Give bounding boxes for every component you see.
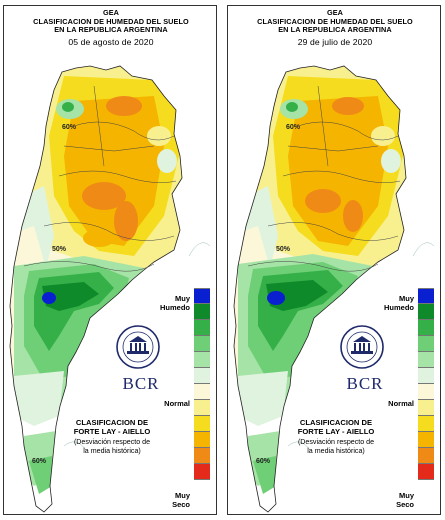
map-header: GEA CLASIFICACION DE HUMEDAD DEL SUELO E… — [4, 8, 216, 48]
map-title-line-2: EN LA REPUBLICA ARGENTINA — [54, 25, 168, 35]
legend-swatch — [418, 416, 434, 432]
bcr-logo-text: BCR — [122, 374, 160, 393]
legend-swatch — [194, 288, 210, 304]
legend-swatch — [194, 464, 210, 480]
map-header: GEA CLASIFICACION DE HUMEDAD DEL SUELO E… — [228, 8, 440, 48]
legend-label-normal: Normal — [164, 399, 190, 408]
classification-description: (Desviación respecto de la media históri… — [73, 438, 151, 455]
argentina-moisture-map — [233, 65, 435, 513]
legend-swatch — [194, 320, 210, 336]
org-label: GEA — [102, 8, 120, 17]
isoline-label: 60% — [286, 124, 301, 131]
legend-swatch — [418, 288, 434, 304]
legend-color-scale — [418, 288, 434, 480]
legend-swatch — [418, 352, 434, 368]
isoline-label: 60% — [256, 458, 271, 465]
bolsa-seal-icon — [340, 325, 384, 369]
argentina-moisture-map — [9, 65, 211, 513]
legend-swatch — [194, 352, 210, 368]
legend-swatch — [418, 448, 434, 464]
classification-title: CLASIFICACION DE FORTE LAY - AIELLO — [73, 418, 151, 436]
legend-color-scale — [194, 288, 210, 480]
legend-swatch — [194, 384, 210, 400]
legend-swatch — [418, 368, 434, 384]
classification-title: CLASIFICACION DE FORTE LAY - AIELLO — [297, 418, 375, 436]
legend-swatch — [194, 400, 210, 416]
legend-swatch — [418, 304, 434, 320]
legend-swatch — [194, 432, 210, 448]
legend-swatch — [418, 336, 434, 352]
legend-swatch — [418, 400, 434, 416]
map-title-line-2: EN LA REPUBLICA ARGENTINA — [278, 25, 392, 35]
map-panel-current: GEA CLASIFICACION DE HUMEDAD DEL SUELO E… — [3, 5, 217, 515]
legend-swatch — [418, 432, 434, 448]
legend-swatch — [194, 416, 210, 432]
map-date: 29 de julio de 2020 — [297, 37, 373, 48]
legend-swatch — [194, 368, 210, 384]
isoline-label: 50% — [276, 246, 291, 253]
bolsa-seal-icon — [116, 325, 160, 369]
map-date: 05 de agosto de 2020 — [68, 37, 154, 48]
legend-label-very-wet: Muy Humedo — [384, 294, 414, 312]
legend-label-very-dry: Muy Seco — [172, 491, 190, 509]
legend-swatch — [194, 448, 210, 464]
legend-label-very-wet: Muy Humedo — [160, 294, 190, 312]
bcr-logo-text: BCR — [346, 374, 384, 393]
map-title-line-1: CLASIFICACION DE HUMEDAD DEL SUELO — [257, 16, 413, 26]
org-label: GEA — [326, 8, 344, 17]
legend-swatch — [418, 464, 434, 480]
map-title-line-1: CLASIFICACION DE HUMEDAD DEL SUELO — [33, 16, 189, 26]
isoline-label: 60% — [32, 458, 47, 465]
legend-swatch — [194, 336, 210, 352]
legend-swatch — [418, 320, 434, 336]
map-panel-previous: GEA CLASIFICACION DE HUMEDAD DEL SUELO E… — [227, 5, 441, 515]
classification-description: (Desviación respecto de la media históri… — [297, 438, 375, 455]
legend-swatch — [194, 304, 210, 320]
legend-label-normal: Normal — [388, 399, 414, 408]
legend-swatch — [418, 384, 434, 400]
isoline-label: 60% — [62, 124, 77, 131]
isoline-label: 50% — [52, 246, 67, 253]
legend-label-very-dry: Muy Seco — [396, 491, 414, 509]
